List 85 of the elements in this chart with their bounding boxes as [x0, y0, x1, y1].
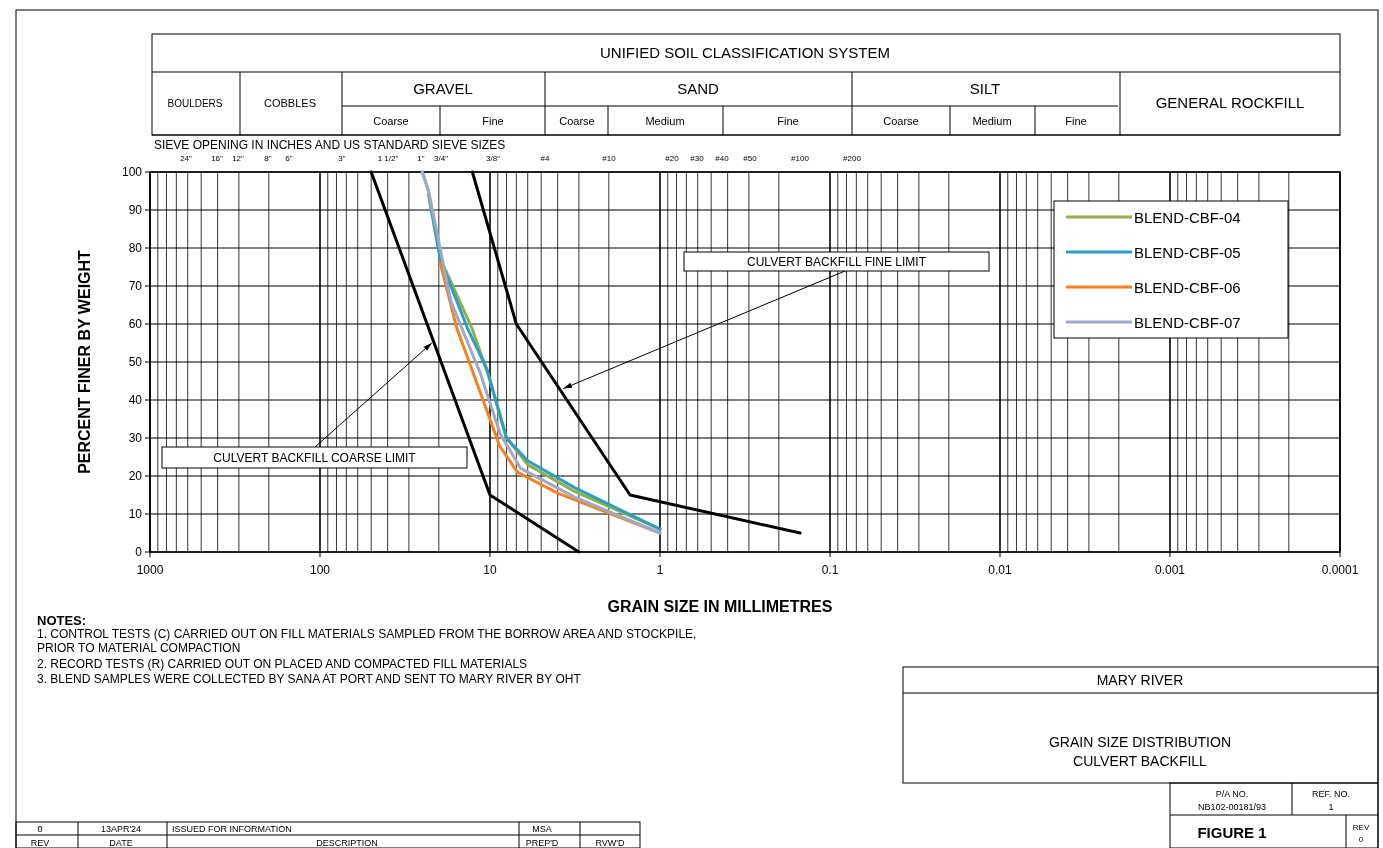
text: Fine	[1065, 115, 1087, 127]
legend-label: BLEND-CBF-07	[1134, 314, 1241, 331]
y-tick-label: 0	[135, 545, 143, 559]
text: PREP'D	[525, 838, 559, 848]
text: 16"	[211, 154, 224, 163]
x-tick-label: 100	[309, 563, 331, 577]
y-tick-label: 60	[128, 317, 143, 331]
text: 0	[37, 824, 43, 834]
x-tick-label: 0.001	[1154, 563, 1186, 577]
text: UNIFIED SOIL CLASSIFICATION SYSTEM	[599, 44, 891, 61]
y-tick-label: 20	[128, 469, 143, 483]
text: 3"	[338, 154, 346, 163]
y-tick-label: 80	[128, 241, 143, 255]
text: NB102-00181/93	[1197, 802, 1267, 812]
text: 3/4"	[434, 154, 449, 163]
y-tick-label: 30	[128, 431, 143, 445]
y-axis-title: PERCENT FINER BY WEIGHT	[76, 249, 93, 474]
text: DATE	[109, 838, 133, 848]
y-tick-label: 50	[128, 355, 143, 369]
text: NOTES:	[37, 613, 87, 628]
text: GRAVEL	[413, 80, 473, 97]
legend-label: BLEND-CBF-05	[1134, 244, 1241, 261]
text: 24"	[180, 154, 193, 163]
y-tick-label: 90	[128, 203, 143, 217]
annotation: CULVERT BACKFILL FINE LIMIT	[747, 254, 927, 269]
y-tick-label: 40	[128, 393, 143, 407]
text: 12"	[232, 154, 245, 163]
text: REV	[30, 838, 50, 848]
text: 3. BLEND SAMPLES WERE COLLECTED BY SANA AT PORT AND SENT TO MARY RIVER BY OHT	[37, 672, 582, 686]
caption: FIGURE 1	[1197, 824, 1267, 841]
text: #10	[602, 154, 617, 163]
y-tick-label: 70	[128, 279, 143, 293]
x-tick-label: 0.01	[988, 563, 1012, 577]
text: RVW'D	[595, 838, 626, 848]
text: 1"	[417, 154, 425, 163]
text: Fine	[482, 115, 504, 127]
text: Medium	[645, 115, 685, 127]
text: 1 1/2"	[377, 154, 399, 163]
text: Fine	[777, 115, 799, 127]
text: 3/8"	[486, 154, 501, 163]
text: DESCRIPTION	[316, 838, 378, 848]
text: #40	[715, 154, 730, 163]
text: #50	[743, 154, 758, 163]
text: 1. CONTROL TESTS (C) CARRIED OUT ON FILL MATERIALS SAMPLED FROM THE BORROW AREA AND STOCKPILE,	[37, 627, 697, 641]
text: 0	[1358, 835, 1364, 844]
text: REF. NO.	[1311, 789, 1351, 799]
text: COBBLES	[264, 97, 316, 109]
text: #100	[791, 154, 810, 163]
text: Medium	[972, 115, 1012, 127]
text: SIEVE OPENING IN INCHES AND US STANDARD SIEVE SIZES	[154, 138, 506, 152]
text: GENERAL ROCKFILL	[1155, 94, 1305, 111]
text: #4	[540, 154, 550, 163]
text: REV	[1352, 823, 1370, 832]
text: BOULDERS	[167, 98, 223, 109]
text: 6"	[285, 154, 293, 163]
x-tick-label: 0.1	[821, 563, 839, 577]
text: #30	[690, 154, 705, 163]
text: #20	[665, 154, 680, 163]
annotation: CULVERT BACKFILL COARSE LIMIT	[213, 450, 417, 465]
text: MARY RIVER	[1096, 672, 1184, 688]
text: MSA	[532, 824, 552, 834]
text: P/A NO.	[1215, 789, 1249, 799]
x-tick-label: 1000	[136, 563, 164, 577]
text: 13APR'24	[100, 824, 142, 834]
y-tick-label: 100	[121, 165, 143, 179]
legend-label: BLEND-CBF-06	[1134, 279, 1241, 296]
text: SILT	[969, 80, 1001, 97]
text: SAND	[677, 80, 719, 97]
x-axis-title: GRAIN SIZE IN MILLIMETRES	[607, 598, 833, 615]
legend-label: BLEND-CBF-04	[1134, 209, 1241, 226]
text: #200	[843, 154, 862, 163]
text: 8"	[264, 154, 272, 163]
x-tick-label: 0.0001	[1321, 563, 1359, 577]
text: ISSUED FOR INFORMATION	[172, 824, 292, 834]
y-tick-label: 10	[128, 507, 143, 521]
text: CULVERT BACKFILL	[1073, 753, 1208, 769]
text: 2. RECORD TESTS (R) CARRIED OUT ON PLACED AND COMPACTED FILL MATERIALS	[37, 657, 528, 671]
x-tick-label: 1	[656, 563, 664, 577]
text: Coarse	[883, 115, 919, 127]
text: 1	[1328, 802, 1334, 812]
text: PRIOR TO MATERIAL COMPACTION	[37, 641, 241, 655]
x-tick-label: 10	[483, 563, 497, 577]
text: GRAIN SIZE DISTRIBUTION	[1048, 734, 1232, 750]
text: Coarse	[559, 115, 595, 127]
text: Coarse	[373, 115, 409, 127]
